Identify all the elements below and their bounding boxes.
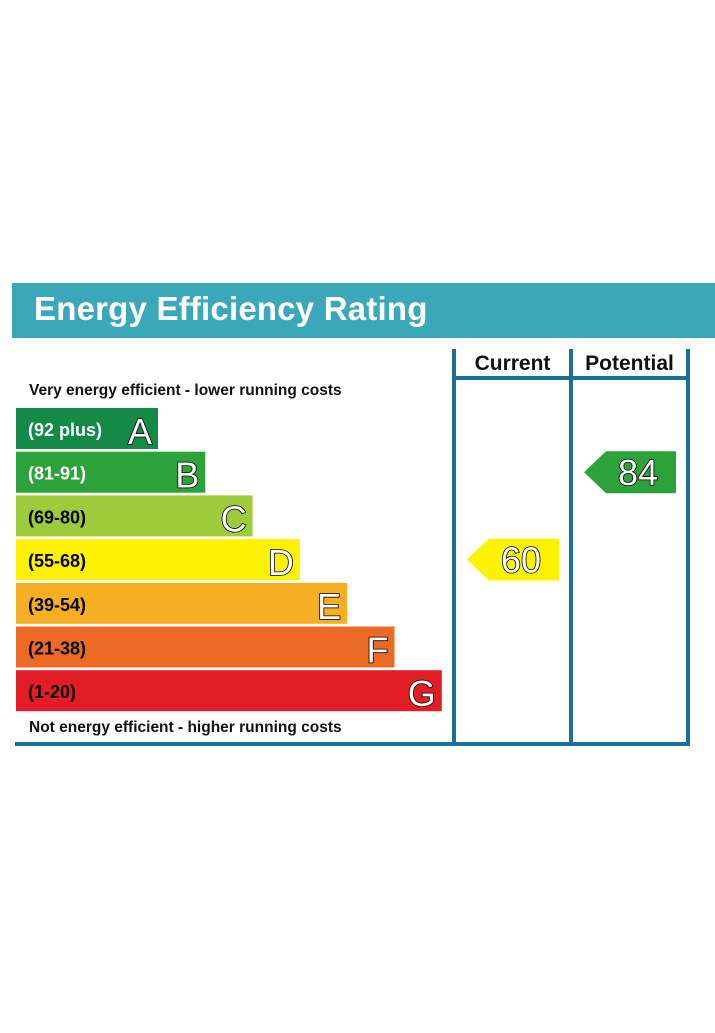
band-letter-e: E [317,586,341,627]
rating-value-current: 60 [501,540,541,581]
band-letter-g: G [408,673,436,714]
column-header-current: Current [475,352,551,375]
band-bar-a [16,408,158,449]
band-letter-b: B [175,455,199,496]
band-letter-d: D [268,542,294,583]
column-header-potential: Potential [585,352,674,375]
band-bar-g [16,670,442,712]
band-bar-f [16,626,395,668]
bottom-note: Not energy efficient - higher running co… [29,719,342,736]
band-letter-f: F [367,630,389,671]
band-letter-c: C [221,498,247,539]
band-bar-e [16,582,348,624]
band-bar-c [16,495,253,537]
band-range-g: (1-20) [28,682,76,702]
band-range-c: (69-80) [28,507,86,527]
top-note: Very energy efficient - lower running co… [29,382,342,399]
band-letter-a: A [128,411,152,452]
rating-arrow-current [467,538,559,581]
band-bar-b [16,451,206,493]
band-range-e: (39-54) [28,595,86,615]
title-bar: Energy Efficiency Rating [12,283,715,338]
band-range-a: (92 plus) [28,420,102,440]
band-bar-d [16,539,300,581]
rating-arrow-potential [584,451,676,494]
band-range-d: (55-68) [28,551,86,571]
band-range-f: (21-38) [28,639,86,659]
chart-title: Energy Efficiency Rating [34,290,428,327]
rating-value-potential: 84 [618,452,658,493]
band-range-b: (81-91) [28,464,86,484]
